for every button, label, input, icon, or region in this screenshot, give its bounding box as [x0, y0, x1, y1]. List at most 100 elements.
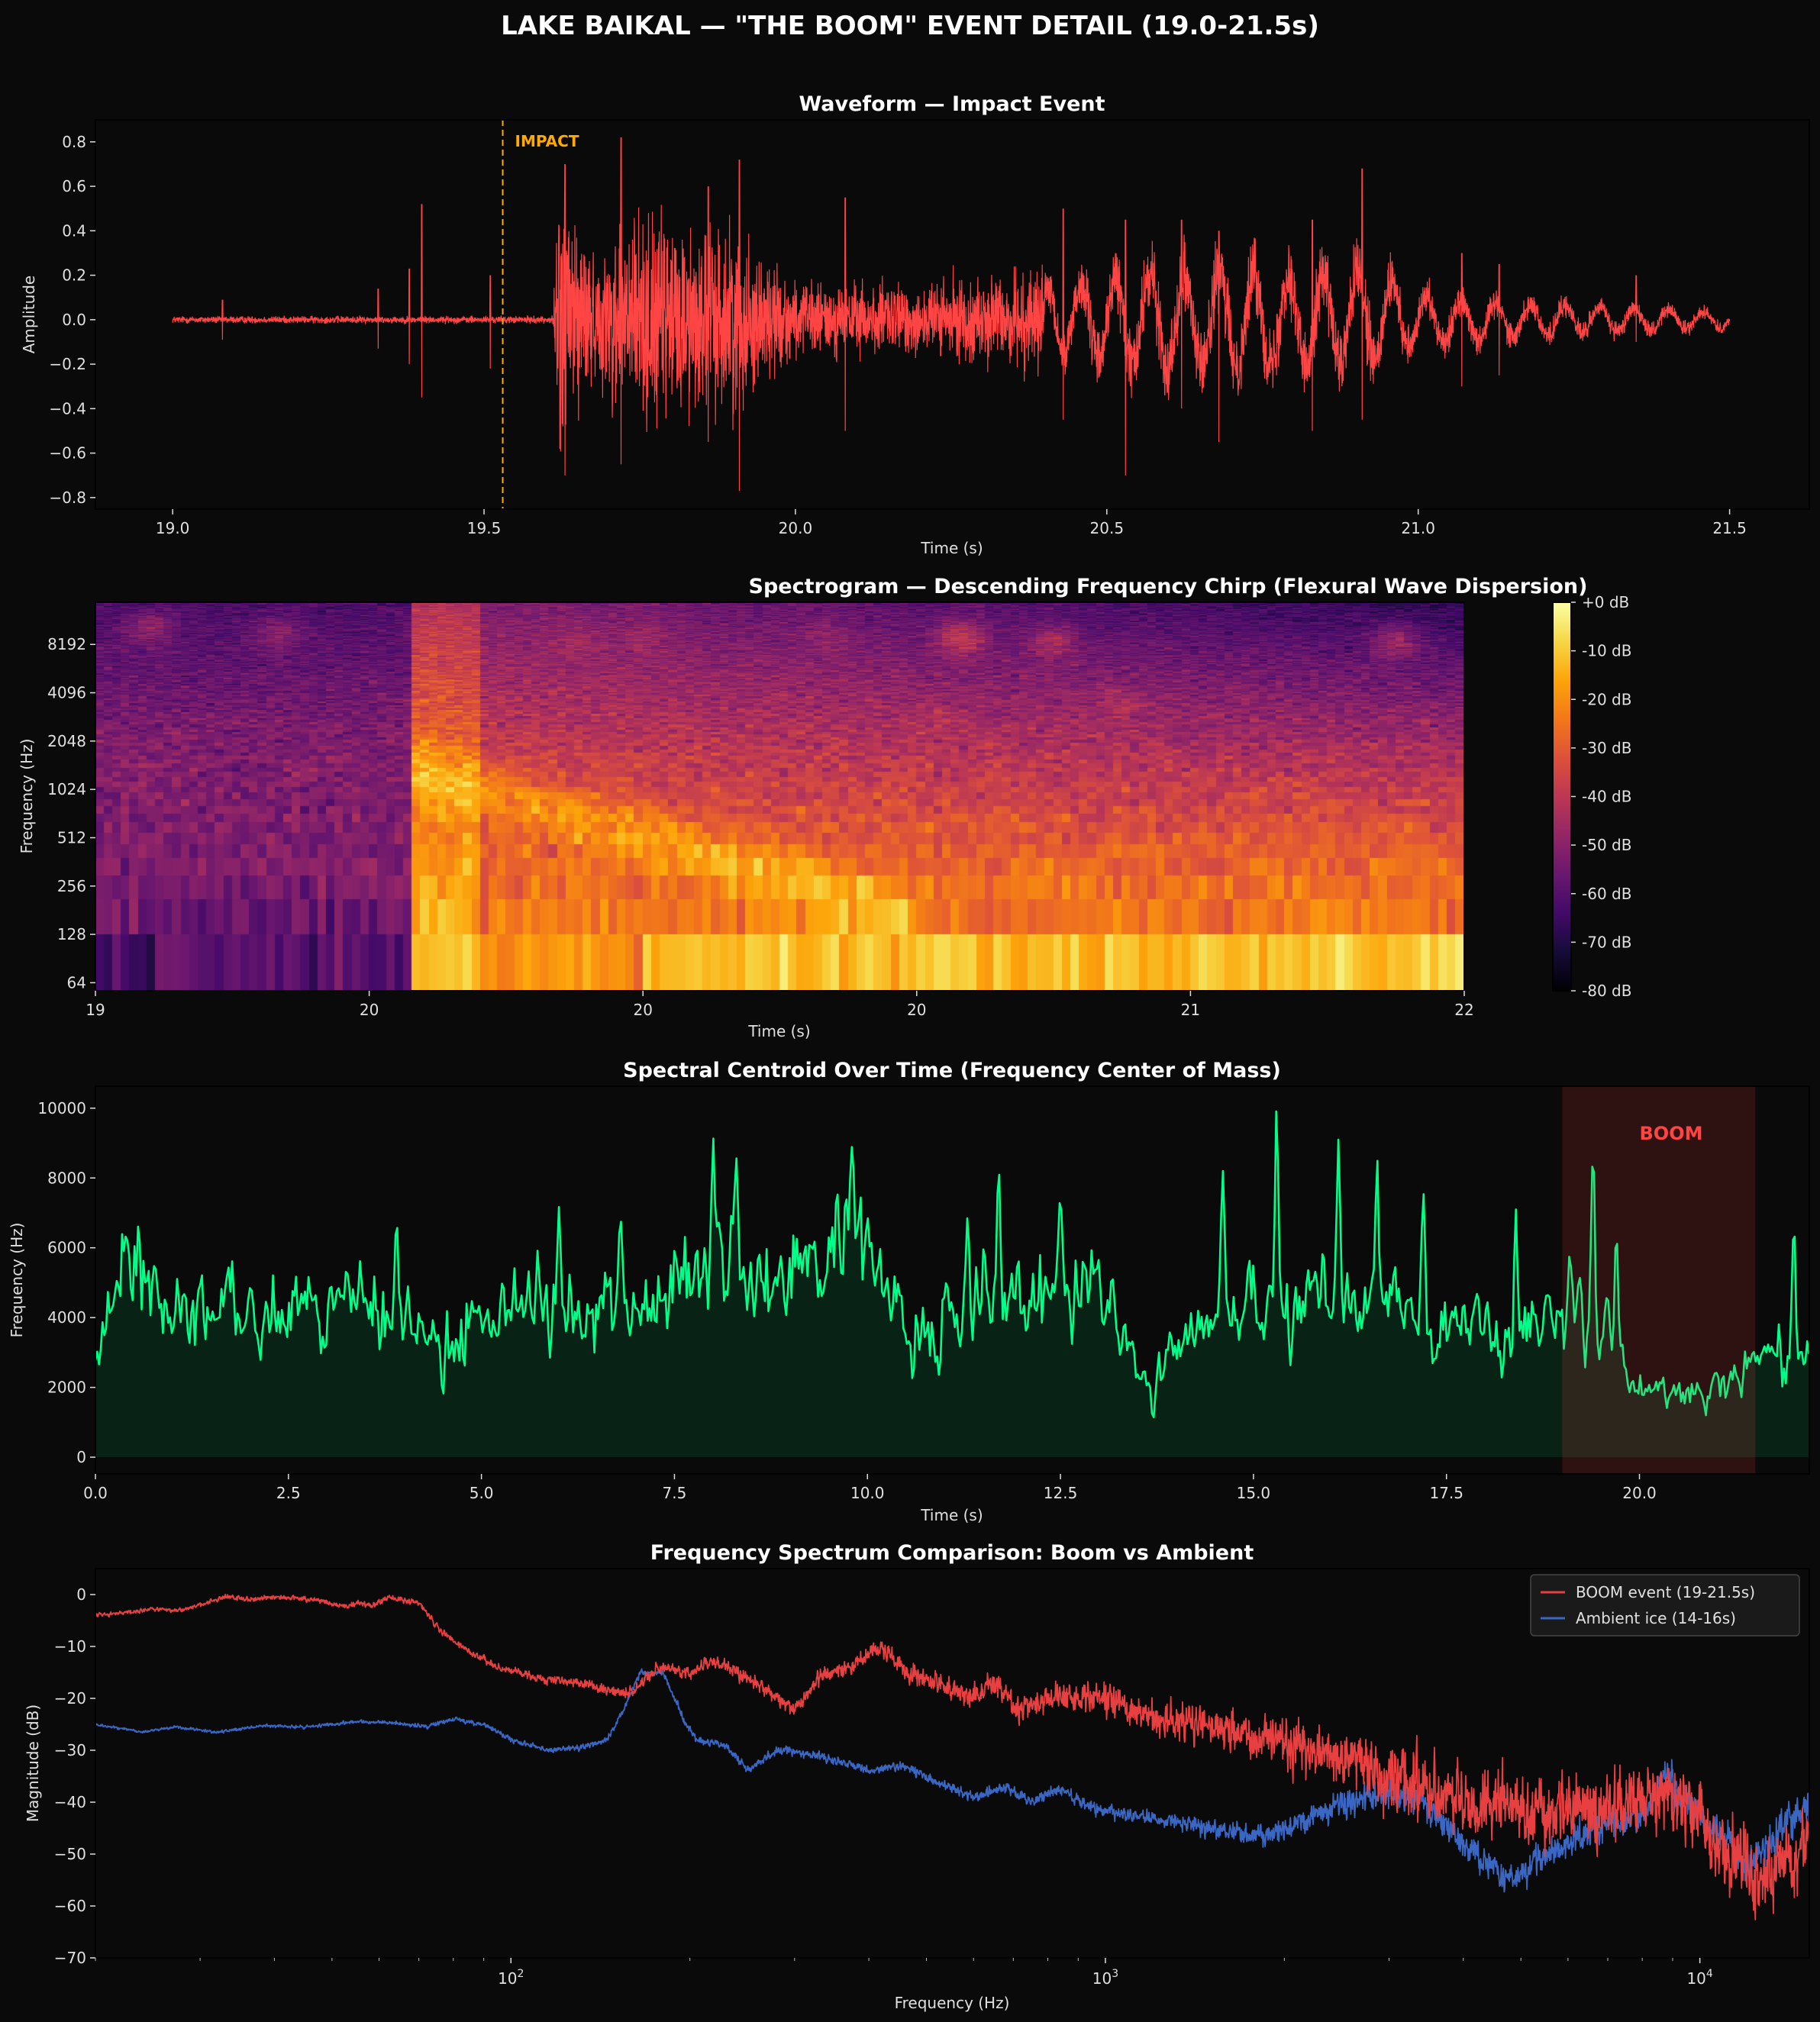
- y-tick-label: 1024: [47, 780, 86, 798]
- y-tick-label: −60: [54, 1897, 86, 1915]
- x-tick-label: 20.0: [1622, 1484, 1657, 1502]
- legend-box: [1530, 1574, 1800, 1637]
- y-tick-label: −0.8: [49, 489, 86, 507]
- legend: BOOM event (19-21.5s) Ambient ice (14-16…: [1530, 1574, 1800, 1637]
- colorbar-tick-label: -20 dB: [1582, 690, 1631, 708]
- x-tick-label: 12.5: [1044, 1484, 1078, 1502]
- y-tick-label: −0.6: [49, 444, 86, 463]
- x-tick-label: 104: [1686, 1968, 1712, 1988]
- y-tick-label: −0.2: [49, 355, 86, 373]
- x-tick-label: 2.5: [276, 1484, 301, 1502]
- boom-span: [1562, 1086, 1756, 1474]
- centroid-plot: BOOM 0.0 2.5 5.0 7.5 10.0 12.5 15.0 17.5 20.0 0 200…: [37, 1085, 1810, 1502]
- y-tick-label: 0: [76, 1585, 86, 1604]
- y-tick-label: 8000: [47, 1169, 86, 1187]
- colorbar-tick-label: -70 dB: [1582, 933, 1631, 951]
- colorbar-tick-label: -40 dB: [1582, 788, 1631, 806]
- impact-label: IMPACT: [515, 132, 579, 150]
- spectrogram-xlabel: Time (s): [747, 1022, 810, 1040]
- axes-frame: [95, 1568, 1810, 1959]
- x-tick-label: 22: [1454, 1001, 1473, 1019]
- centroid-title: Spectral Centroid Over Time (Frequency C…: [623, 1059, 1281, 1082]
- spectrum-plot: 102 103 104 0 −10 −20 −30 −40 −50 −60 −70: [54, 1568, 1810, 1988]
- y-tick-label: 8192: [47, 635, 86, 653]
- x-tick-label: 20: [907, 1001, 926, 1019]
- spectrum-layer: [95, 1593, 1809, 1920]
- y-tick-label: −10: [54, 1637, 86, 1656]
- centroid-fill: [95, 1111, 1809, 1458]
- x-tick-label: 20.5: [1090, 519, 1125, 537]
- y-tick-label: −30: [54, 1741, 86, 1759]
- colorbar-tick-label: +0 dB: [1582, 593, 1629, 611]
- waveform-plot: IMPACT 19.0 19.5 20.0 20.5 21.0 21.5 −0.8 −0.6 −0…: [49, 119, 1810, 537]
- colorbar: [1552, 601, 1572, 992]
- y-tick-label: 0.0: [62, 311, 86, 329]
- spectrogram-plot: 19 20 20 20 21 22 64 128 256 512 1024 2048 4096 8192: [47, 601, 1474, 1019]
- y-tick-label: 0: [76, 1448, 86, 1466]
- centroid-line: [95, 1110, 1809, 1418]
- x-tick-label: 7.5: [663, 1484, 687, 1502]
- y-tick-label: 0.4: [62, 221, 86, 240]
- figure-title: LAKE BAIKAL — "THE BOOM" EVENT DETAIL (1…: [501, 11, 1319, 41]
- ambient-spectrum-line: [95, 1668, 1809, 1893]
- x-tick-label: 21: [1181, 1001, 1200, 1019]
- spectrum-title: Frequency Spectrum Comparison: Boom vs A…: [650, 1541, 1254, 1565]
- y-tick-label: 4000: [47, 1308, 86, 1327]
- axes-frame: [95, 601, 1465, 992]
- centroid-ylabel: Frequency (Hz): [8, 1223, 26, 1338]
- y-tick-label: −20: [54, 1689, 86, 1708]
- x-tick-label: 20: [360, 1001, 379, 1019]
- legend-label-boom: BOOM event (19-21.5s): [1576, 1583, 1755, 1601]
- y-tick-label: 6000: [47, 1239, 86, 1257]
- y-tick-label: −50: [54, 1845, 86, 1863]
- waveform-ylabel: Amplitude: [20, 276, 38, 354]
- boom-spectrum-line: [95, 1593, 1809, 1920]
- x-tick-label: 10.0: [850, 1484, 885, 1502]
- colorbar-ticks: +0 dB -10 dB -20 dB -30 dB -40 dB -50 dB -60 d…: [1571, 593, 1631, 1000]
- spectrum-ylabel: Magnitude (dB): [24, 1704, 42, 1822]
- waveform-xlabel: Time (s): [920, 539, 983, 557]
- x-tick-label: 21.5: [1712, 519, 1747, 537]
- y-tick-label: 512: [57, 828, 86, 847]
- y-tick-label: 0.6: [62, 177, 86, 195]
- y-tick-label: 2048: [47, 732, 86, 750]
- x-tick-label: 19.5: [467, 519, 502, 537]
- colorbar-tick-label: -30 dB: [1582, 739, 1631, 757]
- y-tick-label: 2000: [47, 1379, 86, 1397]
- waveform-title: Waveform — Impact Event: [799, 92, 1105, 116]
- y-tick-label: 10000: [37, 1099, 86, 1117]
- plot-area: [95, 1569, 1809, 1958]
- x-tick-label: 103: [1092, 1968, 1118, 1988]
- colorbar-tick-label: -50 dB: [1582, 836, 1631, 854]
- centroid-xlabel: Time (s): [920, 1506, 983, 1524]
- plot-area: [95, 1086, 1809, 1474]
- colorbar-tick-label: -10 dB: [1582, 642, 1631, 660]
- y-tick-label: 0.2: [62, 266, 86, 285]
- x-tick-label: 19.0: [156, 519, 190, 537]
- y-tick-label: 4096: [47, 684, 86, 702]
- x-tick-label: 15.0: [1237, 1484, 1271, 1502]
- x-tick-label: 20: [633, 1001, 652, 1019]
- y-tick-label: −0.4: [49, 399, 86, 418]
- spectrogram-heatmap: [95, 602, 1464, 991]
- x-tick-label: 0.0: [83, 1484, 108, 1502]
- axes-frame: [95, 119, 1810, 510]
- spectrogram-ylabel: Frequency (Hz): [18, 739, 36, 854]
- axes-frame: [95, 1085, 1810, 1475]
- waveform-line: [172, 137, 1731, 492]
- x-tick-label: 21.0: [1401, 519, 1435, 537]
- centroid-layer: [95, 1086, 1809, 1474]
- y-tick-label: −70: [54, 1949, 86, 1967]
- x-tick-label: 19: [86, 1001, 105, 1019]
- spectrogram-title: Spectrogram — Descending Frequency Chirp…: [749, 575, 1588, 598]
- x-tick-label: 102: [498, 1968, 524, 1988]
- x-tick-label: 20.0: [779, 519, 813, 537]
- x-tick-label: 17.5: [1429, 1484, 1463, 1502]
- legend-label-ambient: Ambient ice (14-16s): [1576, 1609, 1736, 1627]
- y-tick-label: 64: [67, 973, 86, 992]
- y-tick-label: 128: [57, 925, 86, 943]
- spectrum-xlabel: Frequency (Hz): [895, 1994, 1010, 2012]
- colorbar-tick-label: -60 dB: [1582, 885, 1631, 903]
